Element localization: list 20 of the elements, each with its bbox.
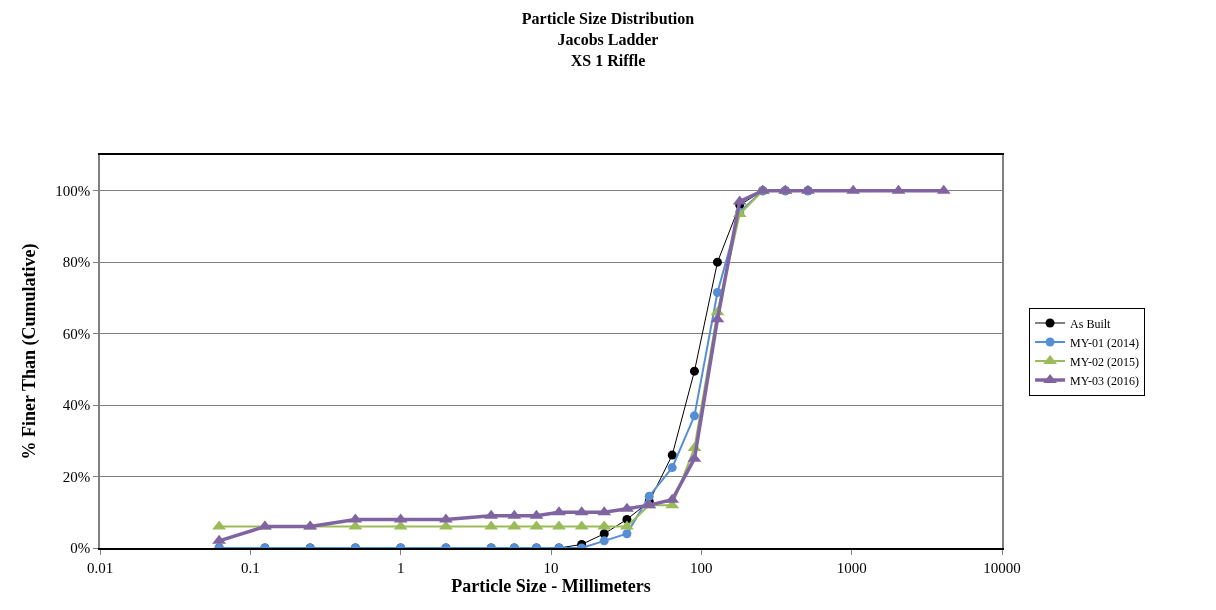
x-tick-label: 10 [543,559,559,576]
x-tick-label: 0.1 [240,559,260,576]
y-tick-label: 40% [62,397,91,414]
x-tick-label: 1 [396,559,405,576]
legend-label: As Built [1070,316,1112,331]
x-axis-title: Particle Size - Millimeters [451,575,651,596]
legend-label: MY-03 (2016) [1070,373,1140,388]
y-tick-label: 80% [62,254,91,271]
y-tick-label: 60% [62,325,91,342]
chart-title: Particle Size Distribution Jacobs Ladder XS 1 Riffle [521,10,695,69]
x-tick-label: 1000 [836,559,867,576]
legend-label: MY-01 (2014) [1070,335,1140,350]
y-tick-label: 0% [70,540,91,557]
x-tick-label: 10000 [983,559,1021,576]
y-tick-label: 20% [62,468,91,485]
y-tick-label: 100% [55,182,91,199]
y-axis-title: % Finer Than (Cumulative) [18,243,40,460]
legend-label: MY-02 (2015) [1070,354,1140,369]
x-tick-label: 100 [690,559,713,576]
x-tick-label: 0.01 [86,559,114,576]
